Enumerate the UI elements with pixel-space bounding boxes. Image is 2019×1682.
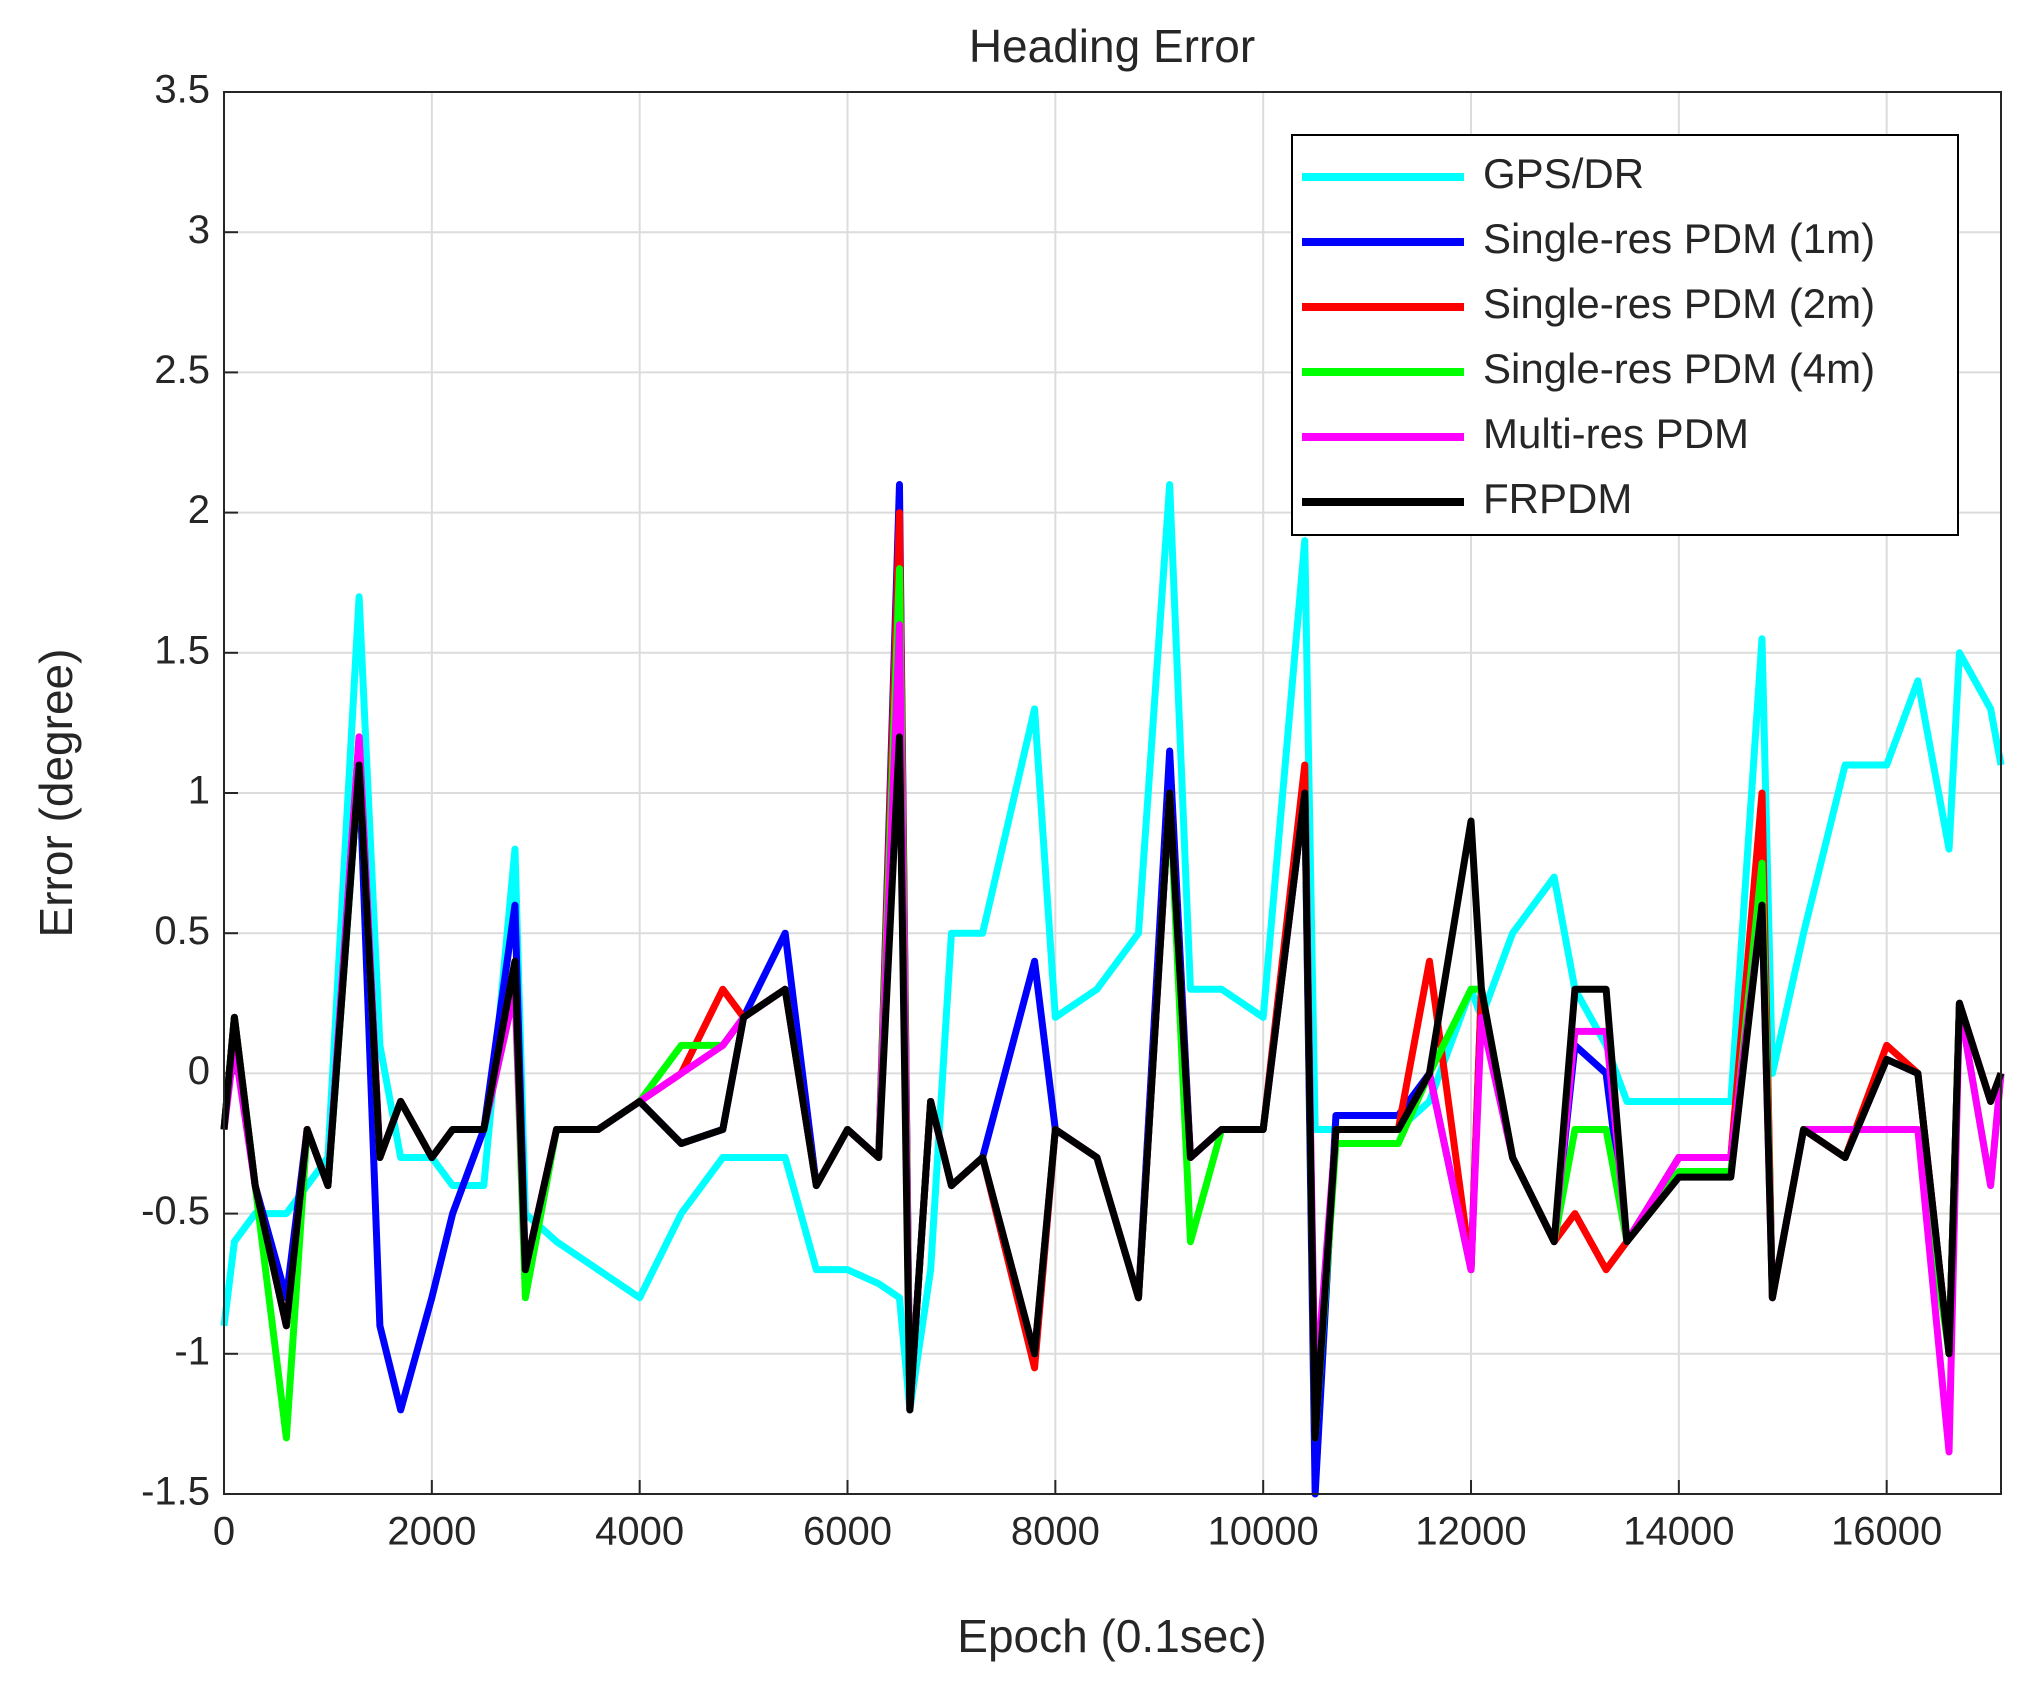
legend-box [1291,134,1959,536]
y-tick-label: -1.5 [141,1470,210,1514]
chart-title: Heading Error [969,20,1255,72]
x-tick-label: 6000 [803,1510,892,1554]
x-tick-label: 10000 [1208,1510,1319,1554]
series-line [220,733,2005,1442]
y-tick-label: 3 [188,208,210,252]
legend-label: Single-res PDM (1m) [1483,215,1875,262]
legend-label: Multi-res PDM [1483,410,1749,457]
x-tick-label: 16000 [1831,1510,1942,1554]
legend-label: Single-res PDM (4m) [1483,345,1875,392]
y-tick-label: -0.5 [141,1189,210,1233]
legend-label: Single-res PDM (2m) [1483,280,1875,327]
y-tick-label: -1 [174,1329,210,1373]
y-tick-label: 0 [188,1049,210,1093]
series-line [220,481,2005,1414]
y-tick-label: 2 [188,488,210,532]
x-axis-label: Epoch (0.1sec) [957,1610,1266,1662]
x-tick-label: 4000 [595,1510,684,1554]
y-tick-label: 1.5 [154,628,210,672]
x-tick-label: 12000 [1415,1510,1526,1554]
y-axis-label: Error (degree) [30,649,82,938]
y-tick-label: 1 [188,769,210,813]
y-tick-label: 2.5 [154,348,210,392]
x-tick-label: 14000 [1623,1510,1734,1554]
x-tick-label: 2000 [387,1510,476,1554]
legend-label: FRPDM [1483,475,1632,522]
x-tick-label: 8000 [1011,1510,1100,1554]
y-tick-label: 0.5 [154,909,210,953]
y-tick-label: 3.5 [154,68,210,112]
x-tick-label: 0 [213,1510,235,1554]
axes-box [223,91,2002,1495]
legend-label: GPS/DR [1483,150,1644,197]
